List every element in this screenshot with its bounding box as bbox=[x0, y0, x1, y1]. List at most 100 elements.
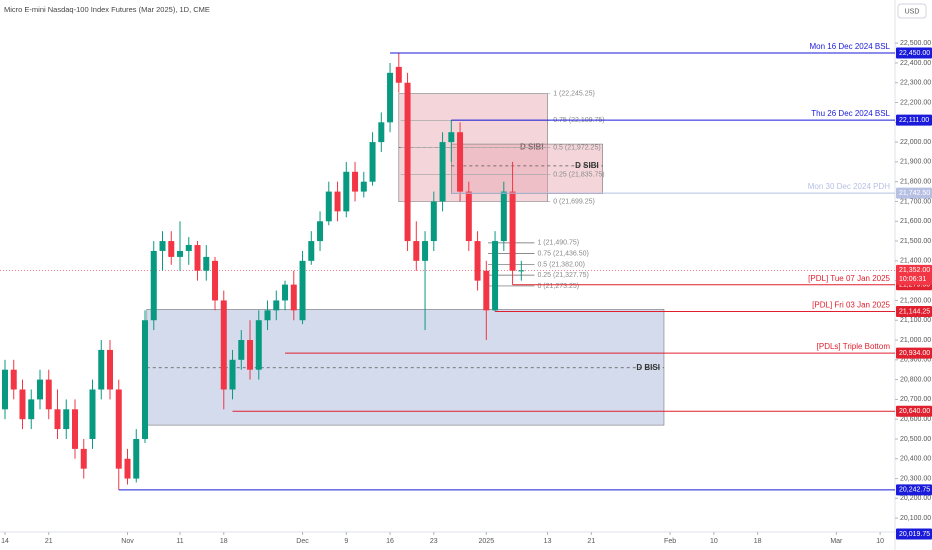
x-tick-label: Feb bbox=[664, 538, 676, 545]
level-label: Thu 26 Dec 2024 BSL bbox=[811, 109, 890, 118]
candle-body bbox=[194, 245, 201, 271]
y-tick-label: 20,300.00 bbox=[900, 475, 931, 482]
x-tick-label: 14 bbox=[1, 538, 9, 545]
last-price: 21,352.00 bbox=[899, 267, 930, 274]
currency[interactable]: USD bbox=[905, 8, 920, 15]
level-label: [PDLs] Triple Bottom bbox=[817, 342, 891, 351]
zone-label: D BISI bbox=[636, 363, 660, 372]
candle-body bbox=[45, 379, 52, 410]
x-tick-label: Mar bbox=[830, 538, 843, 545]
candle-body bbox=[98, 349, 105, 390]
y-tick-label: 20,800.00 bbox=[900, 376, 931, 383]
fib-label: 0 (21,699.25) bbox=[553, 198, 595, 205]
x-tick-label: 11 bbox=[176, 538, 183, 545]
y-tick-label: 22,500.00 bbox=[900, 40, 931, 47]
candle-body bbox=[212, 260, 219, 301]
candle-body bbox=[89, 389, 96, 439]
countdown: 10:06:31 bbox=[899, 276, 926, 283]
candle-body bbox=[343, 171, 350, 212]
candle-body bbox=[308, 241, 315, 261]
y-tick-label: 20,600.00 bbox=[900, 416, 931, 423]
candle-body bbox=[19, 389, 26, 420]
candle-body bbox=[107, 349, 114, 390]
zone bbox=[451, 143, 604, 194]
candle-body bbox=[10, 369, 17, 390]
price-label-bg bbox=[896, 347, 932, 359]
price-label: 20,640.00 bbox=[899, 408, 930, 415]
price-label-bg bbox=[896, 405, 932, 417]
candle-body bbox=[387, 72, 394, 123]
candle-body bbox=[378, 122, 385, 143]
price-label: 22,450.00 bbox=[899, 50, 930, 57]
zone-label: D SIBI bbox=[520, 143, 544, 152]
fib-label: 0.25 (21,327.75) bbox=[537, 272, 588, 279]
candle-body bbox=[474, 241, 481, 281]
candle-body bbox=[483, 270, 490, 311]
price-label-bg bbox=[896, 187, 932, 199]
price-label: 22,111.00 bbox=[899, 117, 929, 124]
y-tick-label: 20,100.00 bbox=[900, 515, 931, 522]
candle-body bbox=[36, 379, 43, 400]
fib-label: 0.75 (21,436.50) bbox=[537, 250, 588, 257]
y-tick-label: 21,800.00 bbox=[900, 179, 931, 186]
candle-body bbox=[422, 241, 429, 261]
y-tick-label: 20,900.00 bbox=[900, 357, 931, 364]
fib-label: 0.25 (21,835.75) bbox=[553, 171, 604, 178]
candle-body bbox=[168, 241, 175, 257]
x-tick-label: Dec bbox=[296, 538, 309, 545]
y-tick-label: 20,400.00 bbox=[900, 456, 931, 463]
x-tick-label: 21 bbox=[587, 538, 595, 545]
price-label-bg bbox=[896, 484, 932, 496]
y-tick-label: 21,700.00 bbox=[900, 198, 931, 205]
level-label: [PDL] Fri 03 Jan 2025 bbox=[812, 301, 890, 310]
y-tick-label: 21,200.00 bbox=[900, 297, 931, 304]
candle-body bbox=[177, 250, 184, 257]
x-tick-label: 10 bbox=[876, 538, 884, 545]
x-tick-label: 13 bbox=[544, 538, 552, 545]
candle-body bbox=[71, 409, 78, 449]
candle-body bbox=[500, 191, 507, 242]
range-low-bg bbox=[896, 528, 932, 540]
candle-body bbox=[63, 409, 70, 430]
fib-label: 0.5 (21,382.00) bbox=[537, 261, 584, 268]
x-tick-label: 2025 bbox=[479, 538, 495, 545]
candle-body bbox=[282, 284, 289, 301]
y-tick-label: 22,200.00 bbox=[900, 99, 931, 106]
price-label: 20,242.75 bbox=[899, 487, 930, 494]
x-tick-label: 18 bbox=[754, 538, 762, 545]
y-tick-label: 22,300.00 bbox=[900, 80, 931, 87]
x-tick-label: 10 bbox=[710, 538, 718, 545]
price-label: 21,279.50 bbox=[899, 282, 930, 289]
y-tick-label: 21,400.00 bbox=[900, 258, 931, 265]
candle-body bbox=[124, 458, 131, 479]
candle-body bbox=[159, 241, 166, 251]
fib-label: 0.75 (22,109.75) bbox=[553, 117, 604, 124]
currency-button[interactable] bbox=[897, 3, 927, 19]
candle-body bbox=[80, 448, 87, 469]
candle-body bbox=[430, 201, 437, 242]
candle-body bbox=[185, 245, 192, 251]
x-tick-label: 18 bbox=[220, 538, 228, 545]
price-label-bg bbox=[896, 47, 932, 59]
y-tick-label: 22,400.00 bbox=[900, 60, 931, 67]
fib-label: 0.5 (21,972.25) bbox=[553, 144, 600, 151]
candle-body bbox=[360, 181, 367, 192]
candle-body bbox=[290, 284, 297, 311]
x-tick-label: 21 bbox=[45, 538, 53, 545]
candle-body bbox=[413, 241, 420, 261]
candle-body bbox=[150, 250, 157, 321]
candle-body bbox=[28, 399, 35, 420]
range-low-label: 20,019.75 bbox=[899, 531, 930, 538]
candle-body bbox=[142, 320, 149, 439]
candle-body bbox=[317, 221, 324, 242]
x-tick-label: 9 bbox=[344, 538, 348, 545]
candle-body bbox=[299, 260, 306, 321]
y-tick-label: 21,900.00 bbox=[900, 159, 931, 166]
candle-body bbox=[448, 132, 455, 143]
candle-body bbox=[439, 142, 446, 202]
price-label: 20,934.00 bbox=[899, 350, 930, 357]
y-tick-label: 21,500.00 bbox=[900, 238, 931, 245]
y-tick-label: 21,100.00 bbox=[900, 317, 931, 324]
candle-body bbox=[352, 171, 359, 192]
candle-body bbox=[247, 340, 254, 370]
